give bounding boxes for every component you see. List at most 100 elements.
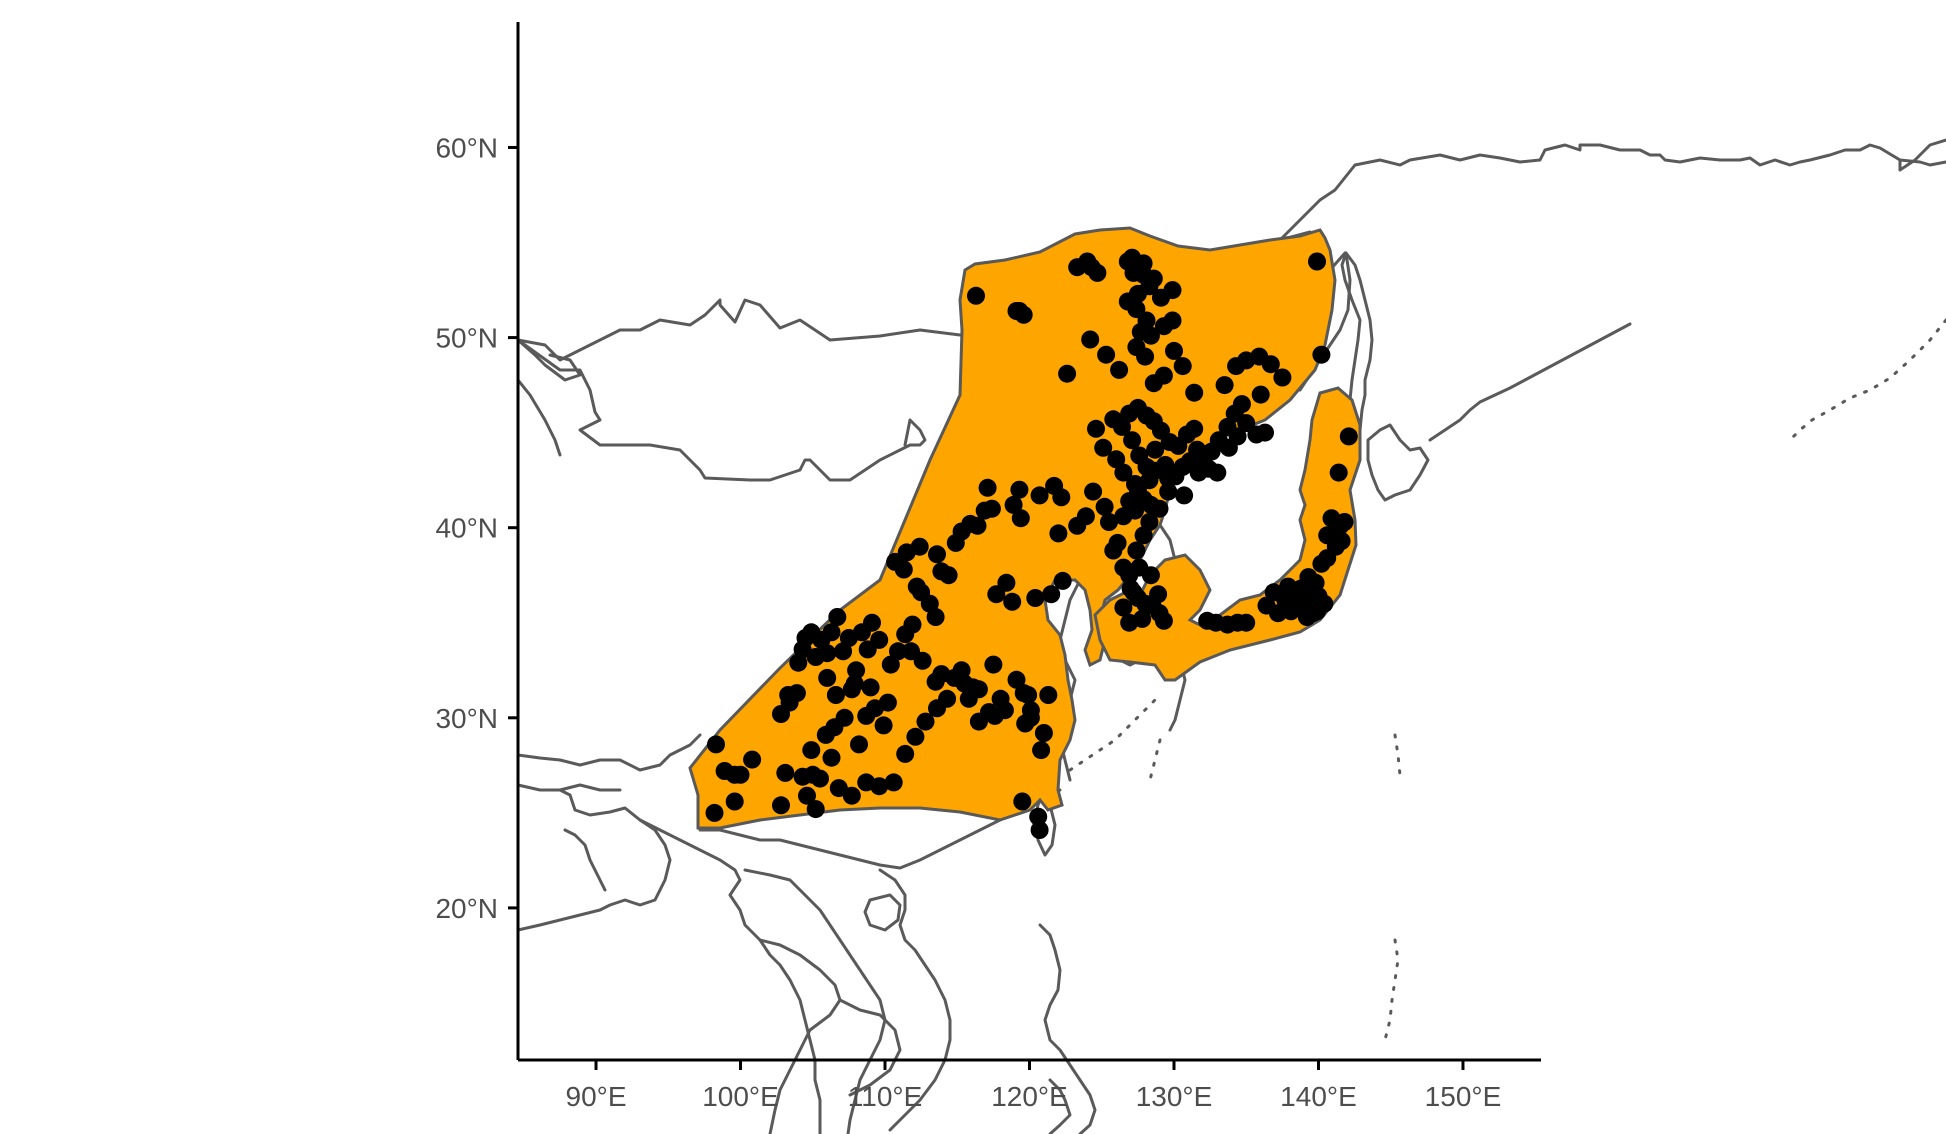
occurrence-point <box>822 748 841 767</box>
western-china-border <box>516 378 562 457</box>
occurrence-point <box>779 686 798 704</box>
occurrence-point <box>725 765 744 784</box>
nepal-india-border <box>516 783 672 932</box>
occurrence-point <box>938 689 957 708</box>
bhutan-border <box>558 783 622 792</box>
occurrence-point <box>978 478 997 497</box>
x-tick-label: 140°E <box>1280 1081 1357 1112</box>
occurrence-point <box>1141 326 1160 345</box>
occurrence-point <box>907 577 926 596</box>
occurrence-point <box>850 735 868 754</box>
occurrence-point <box>968 516 987 535</box>
hainan-island <box>863 893 902 932</box>
occurrence-point <box>1058 364 1077 383</box>
x-tick-label: 130°E <box>1136 1081 1213 1112</box>
occurrence-point <box>818 668 837 687</box>
occurrence-point <box>1251 385 1270 404</box>
occurrence-point <box>1140 513 1159 531</box>
occurrence-point <box>1159 482 1178 501</box>
occurrence-point <box>1308 252 1326 271</box>
occurrence-point <box>743 750 762 769</box>
occurrence-point <box>1010 480 1029 499</box>
occurrence-point <box>1273 368 1292 387</box>
occurrence-point <box>1042 585 1061 604</box>
occurrence-point <box>1149 585 1168 604</box>
occurrence-point <box>1299 568 1318 587</box>
occurrence-point <box>874 716 893 735</box>
occurrence-point <box>1332 532 1351 550</box>
occurrence-point <box>1146 440 1165 459</box>
occurrence-point <box>1208 463 1227 482</box>
x-tick-label: 120°E <box>991 1081 1068 1112</box>
occurrence-point <box>707 735 725 754</box>
occurrence-point <box>1110 360 1129 379</box>
occurrence-point <box>916 712 935 731</box>
occurrence-point <box>913 651 932 670</box>
occurrence-point <box>772 796 790 815</box>
occurrence-point <box>802 741 821 760</box>
x-tick-label: 100°E <box>702 1081 779 1112</box>
occurrence-point <box>1154 611 1173 630</box>
okhotsk-coast <box>1898 138 1946 172</box>
occurrence-point <box>1095 497 1114 516</box>
occurrence-point <box>1144 374 1163 393</box>
occurrence-point <box>1329 463 1348 482</box>
mongolia-border <box>516 298 992 362</box>
occurrence-point <box>1308 602 1326 621</box>
occurrence-point <box>991 689 1010 708</box>
occurrence-point <box>1003 592 1022 611</box>
occurrence-point <box>982 499 1001 518</box>
occurrence-point <box>928 545 946 564</box>
occurrence-point <box>1126 475 1144 493</box>
occurrence-point <box>1264 583 1283 602</box>
occurrence-point <box>1053 571 1072 590</box>
occurrence-point <box>926 672 945 691</box>
occurrence-point <box>1312 345 1331 364</box>
southwest-japan-dots <box>1148 738 1162 782</box>
occurrence-point <box>1120 404 1139 423</box>
occurrence-point <box>881 655 900 674</box>
china-mongolia-border <box>516 338 927 482</box>
occurrence-point <box>969 680 988 699</box>
occurrence-point <box>1228 613 1247 632</box>
occurrence-point <box>776 763 795 782</box>
occurrence-point <box>1134 254 1153 273</box>
occurrence-point <box>1052 488 1071 507</box>
y-tick-label: 30°N <box>435 703 498 734</box>
occurrence-point <box>847 661 866 680</box>
occurrence-point <box>1256 423 1274 442</box>
occurrence-point <box>1141 566 1160 585</box>
occurrence-point <box>896 744 915 763</box>
occurrence-point <box>1007 302 1026 320</box>
occurrence-point <box>829 779 848 798</box>
marianas <box>1383 938 1400 1042</box>
occurrence-point <box>1232 395 1251 414</box>
occurrence-point <box>811 769 829 788</box>
occurrence-point <box>1019 686 1038 704</box>
occurrence-point <box>1107 450 1126 469</box>
occurrence-point <box>1076 507 1095 526</box>
ryukyu-islands <box>1068 693 1162 772</box>
occurrence-point <box>1068 258 1087 277</box>
occurrence-point <box>1127 338 1146 357</box>
occurrence-point <box>1163 311 1182 330</box>
occurrence-point <box>926 608 945 626</box>
y-tick-label: 60°N <box>435 132 498 163</box>
cambodia-border <box>838 998 902 1097</box>
vietnam-coast <box>878 868 952 1132</box>
x-tick-label: 110°E <box>848 1081 923 1112</box>
occurrence-point <box>1114 598 1133 617</box>
occurrence-point <box>878 693 897 712</box>
occurrence-point <box>1094 438 1113 457</box>
occurrence-point <box>1335 513 1354 531</box>
y-tick-label: 50°N <box>435 323 498 354</box>
occurrence-point <box>903 615 922 634</box>
occurrence-point <box>1312 554 1331 573</box>
occurrence-point <box>1318 526 1337 545</box>
occurrence-point <box>1198 611 1217 630</box>
occurrence-point <box>842 786 861 805</box>
occurrence-point <box>1104 410 1123 429</box>
occurrence-point <box>861 678 880 697</box>
occurrence-point <box>705 803 724 822</box>
occurrence-point <box>863 613 881 632</box>
